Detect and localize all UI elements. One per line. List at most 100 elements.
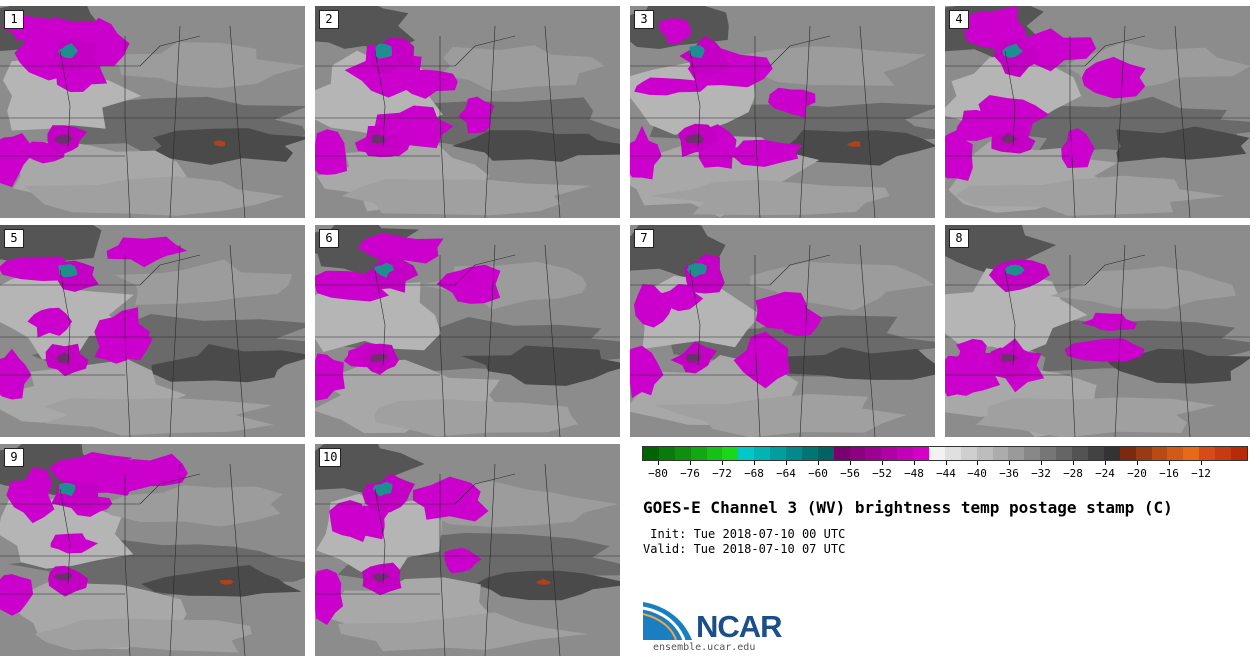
colorbar-segment [992, 447, 1009, 460]
colorbar-segment [1151, 447, 1168, 460]
colorbar-segment [1135, 447, 1152, 460]
colorbar-tick-label: −48 [904, 467, 924, 480]
colorbar-segment [801, 447, 818, 460]
colorbar-tick-label: −12 [1191, 467, 1211, 480]
colorbar-tick-label: −28 [1063, 467, 1083, 480]
panel-label: 10 [319, 448, 342, 467]
colorbar-tick [722, 461, 723, 465]
colorbar-segment [913, 447, 930, 460]
colorbar-segment [658, 447, 675, 460]
panel-label: 4 [949, 10, 969, 29]
colorbar-tick-label: −56 [840, 467, 860, 480]
panel-label: 9 [4, 448, 24, 467]
colorbar-tick-label: −24 [1095, 467, 1115, 480]
colorbar-segment [754, 447, 771, 460]
colorbar-tick [754, 461, 755, 465]
map-panel-7: 7 [630, 225, 935, 437]
colorbar-segment [690, 447, 707, 460]
colorbar-tick-label: −40 [967, 467, 987, 480]
panel-label: 2 [319, 10, 339, 29]
panel-label: 1 [4, 10, 24, 29]
colorbar-tick-label: −16 [1159, 467, 1179, 480]
colorbar-segment [817, 447, 834, 460]
colorbar-tick [786, 461, 787, 465]
panel-label: 7 [634, 229, 654, 248]
colorbar-segment [944, 447, 961, 460]
colorbar-tick [977, 461, 978, 465]
colorbar-segment [1072, 447, 1088, 460]
colorbar-segment [833, 447, 850, 460]
figure-title: GOES-E Channel 3 (WV) brightness temp po… [643, 498, 1173, 517]
colorbar-tick [1201, 461, 1202, 465]
colorbar-tick-label: −32 [1031, 467, 1051, 480]
colorbar-tick [818, 461, 819, 465]
colorbar-tick-label: −68 [744, 467, 764, 480]
panel-label: 6 [319, 229, 339, 248]
colorbar-segment [849, 447, 866, 460]
colorbar-segment [643, 447, 659, 460]
colorbar-segment [1230, 447, 1247, 460]
colorbar-segment [1040, 447, 1057, 460]
ncar-url: ensemble.ucar.edu [653, 642, 756, 653]
map-panel-9: 9 [0, 444, 305, 656]
ncar-logo-text: NCAR [696, 609, 783, 644]
colorbar-segment [786, 447, 802, 460]
colorbar-tick [690, 461, 691, 465]
colorbar-segment [1008, 447, 1025, 460]
map-panel-4: 4 [945, 6, 1250, 218]
colorbar-tick [1137, 461, 1138, 465]
colorbar-segment [1024, 447, 1041, 460]
colorbar-tick-label: −76 [680, 467, 700, 480]
colorbar-segment [1167, 447, 1184, 460]
colorbar-segment [1199, 447, 1216, 460]
colorbar [642, 446, 1248, 461]
colorbar-tick [882, 461, 883, 465]
colorbar-segment [722, 447, 739, 460]
colorbar-segment [1103, 447, 1120, 460]
map-panel-8: 8 [945, 225, 1250, 437]
colorbar-tick [658, 461, 659, 465]
panel-label: 8 [949, 229, 969, 248]
colorbar-tick [1073, 461, 1074, 465]
colorbar-segment [1056, 447, 1073, 460]
map-panel-5: 5 [0, 225, 305, 437]
colorbar-tick-label: −60 [808, 467, 828, 480]
colorbar-tick [914, 461, 915, 465]
colorbar-tick-label: −80 [648, 467, 668, 480]
valid-time: Valid: Tue 2018-07-10 07 UTC [643, 542, 846, 556]
colorbar-tick [1169, 461, 1170, 465]
colorbar-segment [865, 447, 882, 460]
init-time: Init: Tue 2018-07-10 00 UTC [643, 527, 846, 541]
map-panel-2: 2 [315, 6, 620, 218]
colorbar-segment [738, 447, 755, 460]
colorbar-segment [1215, 447, 1231, 460]
colorbar-segment [929, 447, 945, 460]
colorbar-segment [1183, 447, 1200, 460]
map-panel-1: 1 [0, 6, 305, 218]
map-panel-10: 10 [315, 444, 620, 656]
colorbar-tick [1009, 461, 1010, 465]
map-panel-3: 3 [630, 6, 935, 218]
colorbar-segment [770, 447, 787, 460]
colorbar-segment [881, 447, 898, 460]
colorbar-segment [976, 447, 993, 460]
colorbar-segment [897, 447, 914, 460]
colorbar-segment [960, 447, 977, 460]
colorbar-tick-label: −52 [872, 467, 892, 480]
colorbar-segment [1087, 447, 1104, 460]
colorbar-tick [1105, 461, 1106, 465]
panel-label: 5 [4, 229, 24, 248]
colorbar-segment [706, 447, 723, 460]
map-panel-6: 6 [315, 225, 620, 437]
colorbar-tick [946, 461, 947, 465]
ncar-logo-icon [642, 602, 692, 641]
colorbar-tick-label: −36 [999, 467, 1019, 480]
colorbar-tick-label: −44 [936, 467, 956, 480]
colorbar-tick [1041, 461, 1042, 465]
colorbar-tick-label: −20 [1127, 467, 1147, 480]
colorbar-tick [850, 461, 851, 465]
colorbar-segment [674, 447, 691, 460]
colorbar-segment [1119, 447, 1136, 460]
colorbar-tick-label: −72 [712, 467, 732, 480]
colorbar-ticks: −80 −76 −72 −68 −64 −60 −56 −52 −48 −44 −40 −36 −32−… [642, 461, 1248, 481]
